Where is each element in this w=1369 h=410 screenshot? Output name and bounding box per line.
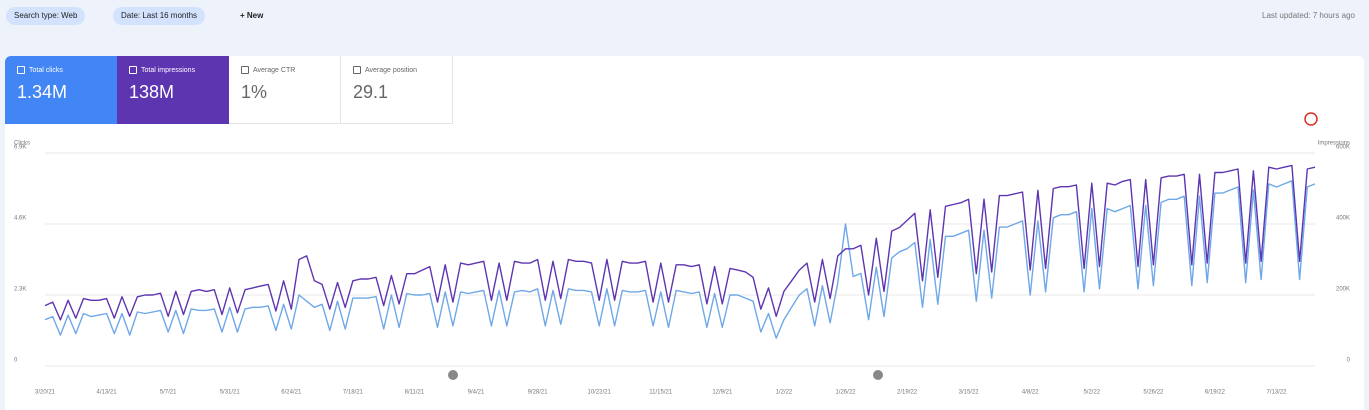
x-tick-label: 1/26/22 (835, 390, 856, 396)
x-tick-label: 7/13/22 (1266, 390, 1287, 396)
metric-value: 1% (241, 82, 268, 102)
x-tick-label: 10/22/21 (588, 390, 612, 396)
export-icon[interactable] (1304, 112, 1318, 126)
y2-tick-label: 0 (1347, 358, 1351, 364)
new-button[interactable]: + New (240, 11, 264, 20)
y2-axis-title: Impressions (1318, 141, 1350, 147)
metric-card[interactable]: Average CTR 1% (229, 56, 341, 124)
y2-tick-label: 600K (1336, 145, 1350, 151)
x-tick-label: 5/7/21 (160, 390, 177, 396)
y-tick-label: 4.6K (14, 216, 26, 222)
y2-tick-label: 400K (1336, 216, 1350, 222)
y2-tick-label: 200K (1336, 287, 1350, 293)
metric-value: 29.1 (353, 82, 389, 102)
metric-label: Average CTR (253, 66, 296, 74)
metric-label: Total clicks (29, 66, 63, 74)
x-tick-label: 3/20/21 (35, 390, 56, 396)
x-tick-label: 8/11/21 (405, 390, 425, 396)
x-tick-label: 5/26/22 (1143, 390, 1164, 396)
metric-label: Total impressions (141, 66, 196, 74)
y-tick-label: 0 (14, 358, 18, 364)
metric-card[interactable]: Average position 29.1 (341, 56, 453, 124)
metric-label: Average position (365, 66, 418, 74)
search-type-chip[interactable]: Search type: Web (6, 7, 86, 25)
x-tick-label: 9/4/21 (468, 390, 485, 396)
metric-value: 138M (129, 82, 175, 102)
x-tick-label: 1/2/22 (776, 390, 793, 396)
x-tick-label: 5/31/21 (220, 390, 241, 396)
x-tick-label: 12/9/21 (712, 390, 733, 396)
x-tick-label: 7/18/21 (343, 390, 364, 396)
date-chip[interactable]: Date: Last 16 months (113, 7, 206, 25)
annotation-marker[interactable] (873, 370, 883, 380)
y-tick-label: 6.9K (14, 145, 26, 151)
series-line (44, 180, 1316, 339)
x-tick-label: 9/28/21 (528, 390, 549, 396)
x-tick-label: 6/24/21 (281, 390, 302, 396)
x-tick-label: 11/15/21 (649, 390, 673, 396)
x-tick-label: 6/19/22 (1205, 390, 1226, 396)
x-tick-label: 4/13/21 (97, 390, 118, 396)
last-updated: Last updated: 7 hours ago (1262, 11, 1355, 20)
annotation-marker[interactable] (448, 370, 458, 380)
metric-card[interactable]: Total clicks 1.34M (5, 56, 117, 124)
x-tick-label: 3/15/22 (959, 390, 980, 396)
y-axis-title: Clicks (14, 141, 30, 147)
x-tick-label: 2/19/22 (897, 390, 918, 396)
x-tick-label: 4/8/22 (1022, 390, 1039, 396)
series-line (44, 164, 1316, 321)
metric-card[interactable]: Total impressions 138M (117, 56, 229, 124)
x-tick-label: 5/2/22 (1083, 390, 1100, 396)
y-tick-label: 2.3K (14, 287, 26, 293)
metric-value: 1.34M (17, 82, 68, 102)
